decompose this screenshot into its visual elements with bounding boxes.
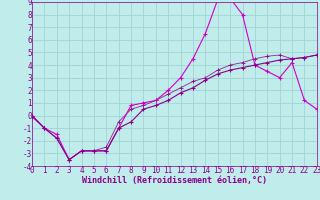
X-axis label: Windchill (Refroidissement éolien,°C): Windchill (Refroidissement éolien,°C) (82, 176, 267, 185)
